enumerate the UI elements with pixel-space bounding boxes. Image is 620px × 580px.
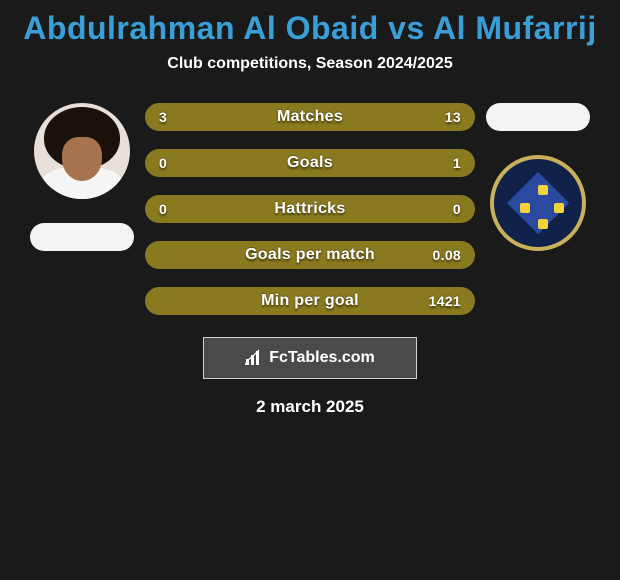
crest-star-icon xyxy=(538,219,548,229)
crest-star-icon xyxy=(554,203,564,213)
comparison-row: 3 Matches 13 0 Goals 1 0 Hattricks 0 Goa… xyxy=(0,99,620,315)
stat-label: Min per goal xyxy=(261,292,359,310)
avatar-face xyxy=(62,137,102,181)
stat-row-matches: 3 Matches 13 xyxy=(145,103,475,131)
attribution-box: FcTables.com xyxy=(203,337,417,379)
stat-row-goals-per-match: Goals per match 0.08 xyxy=(145,241,475,269)
page-title: Abdulrahman Al Obaid vs Al Mufarrij xyxy=(0,10,620,47)
crest-star-icon xyxy=(520,203,530,213)
attribution-label: FcTables.com xyxy=(269,349,375,367)
page-subtitle: Club competitions, Season 2024/2025 xyxy=(0,55,620,73)
stat-label: Goals xyxy=(287,154,333,172)
snapshot-date: 2 march 2025 xyxy=(0,397,620,417)
stat-right-value: 0.08 xyxy=(433,247,461,263)
crest-star-icon xyxy=(538,185,548,195)
stat-bars: 3 Matches 13 0 Goals 1 0 Hattricks 0 Goa… xyxy=(145,99,475,315)
stat-row-min-per-goal: Min per goal 1421 xyxy=(145,287,475,315)
right-flag-oval xyxy=(486,103,590,131)
player-avatar xyxy=(34,103,130,199)
stat-left-value: 0 xyxy=(159,201,167,217)
stat-right-value: 13 xyxy=(445,109,461,125)
stat-label: Hattricks xyxy=(274,200,345,218)
stat-right-value: 0 xyxy=(453,201,461,217)
stat-label: Matches xyxy=(277,108,343,126)
stat-right-value: 1421 xyxy=(429,293,461,309)
stat-right-value: 1 xyxy=(453,155,461,171)
stat-row-hattricks: 0 Hattricks 0 xyxy=(145,195,475,223)
stat-label: Goals per match xyxy=(245,246,375,264)
stat-row-goals: 0 Goals 1 xyxy=(145,149,475,177)
right-column xyxy=(483,99,593,251)
stat-left-value: 3 xyxy=(159,109,167,125)
comparison-card: Abdulrahman Al Obaid vs Al Mufarrij Club… xyxy=(0,0,620,417)
stat-left-value: 0 xyxy=(159,155,167,171)
left-column xyxy=(27,99,137,251)
club-crest xyxy=(490,155,586,251)
left-flag-oval xyxy=(30,223,134,251)
bar-chart-icon xyxy=(245,348,263,369)
